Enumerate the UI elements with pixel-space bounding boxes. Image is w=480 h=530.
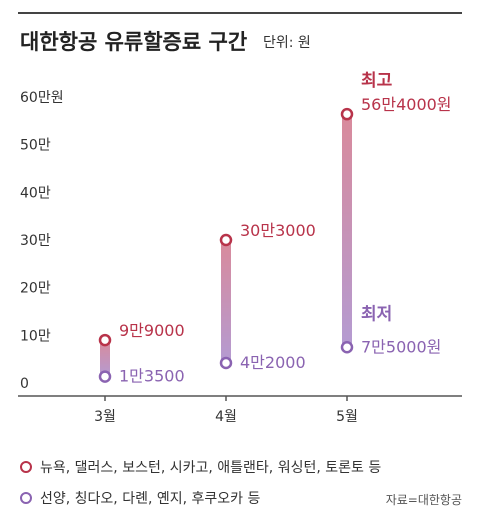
max-point [219, 233, 233, 247]
top-rule [18, 12, 462, 14]
annotation-min: 최저 [361, 304, 392, 324]
min-point [219, 356, 233, 370]
max-value-label: 56만4000원 [361, 95, 452, 114]
x-tick-label: 4월 [215, 409, 237, 425]
legend-item-max: 뉴욕, 댈러스, 보스턴, 시카고, 애틀랜타, 워싱턴, 토론토 등 [20, 457, 381, 477]
max-point [340, 107, 354, 121]
min-value-label: 1만3500 [119, 367, 185, 386]
legend-item-min: 선양, 칭다오, 다롄, 옌지, 후쿠오카 등 [20, 488, 260, 508]
legend-max-label: 뉴욕, 댈러스, 보스턴, 시카고, 애틀랜타, 워싱턴, 토론토 등 [40, 460, 382, 476]
legend-max-circle-icon [20, 461, 32, 473]
range-bar [100, 340, 110, 377]
range-bar [221, 240, 231, 363]
range-chart: 0 10만 20만 30만 40만 50만 60만원 3월 4월 5월 9만9000 30만300… [18, 71, 462, 425]
y-tick-label: 60만원 [20, 90, 64, 106]
x-tick-label: 5월 [336, 409, 358, 425]
legend-min-circle-icon [20, 492, 32, 504]
max-value-label: 30만3000 [240, 221, 316, 240]
annotation-max: 최고 [361, 71, 393, 91]
min-value-label: 7만5000원 [361, 337, 441, 356]
range-bar [342, 114, 352, 348]
x-tick-label: 3월 [94, 409, 116, 425]
y-tick-label: 0 [20, 376, 29, 392]
chart-title: 대한항공 유류할증료 구간 [20, 30, 248, 54]
y-tick-label: 40만 [20, 185, 51, 201]
legend-min-label: 선양, 칭다오, 다롄, 옌지, 후쿠오카 등 [40, 491, 261, 507]
max-point [98, 333, 112, 347]
unit-label: 단위: 원 [263, 35, 311, 51]
min-value-label: 4만2000 [240, 353, 306, 372]
y-tick-label: 30만 [20, 233, 51, 249]
min-point [98, 370, 112, 383]
y-tick-label: 20만 [20, 281, 51, 297]
min-point [340, 341, 354, 354]
y-tick-label: 10만 [20, 328, 51, 344]
max-value-label: 9만9000 [119, 321, 185, 340]
y-tick-label: 50만 [20, 138, 51, 154]
source-note: 자료=대한항공 [385, 493, 462, 507]
